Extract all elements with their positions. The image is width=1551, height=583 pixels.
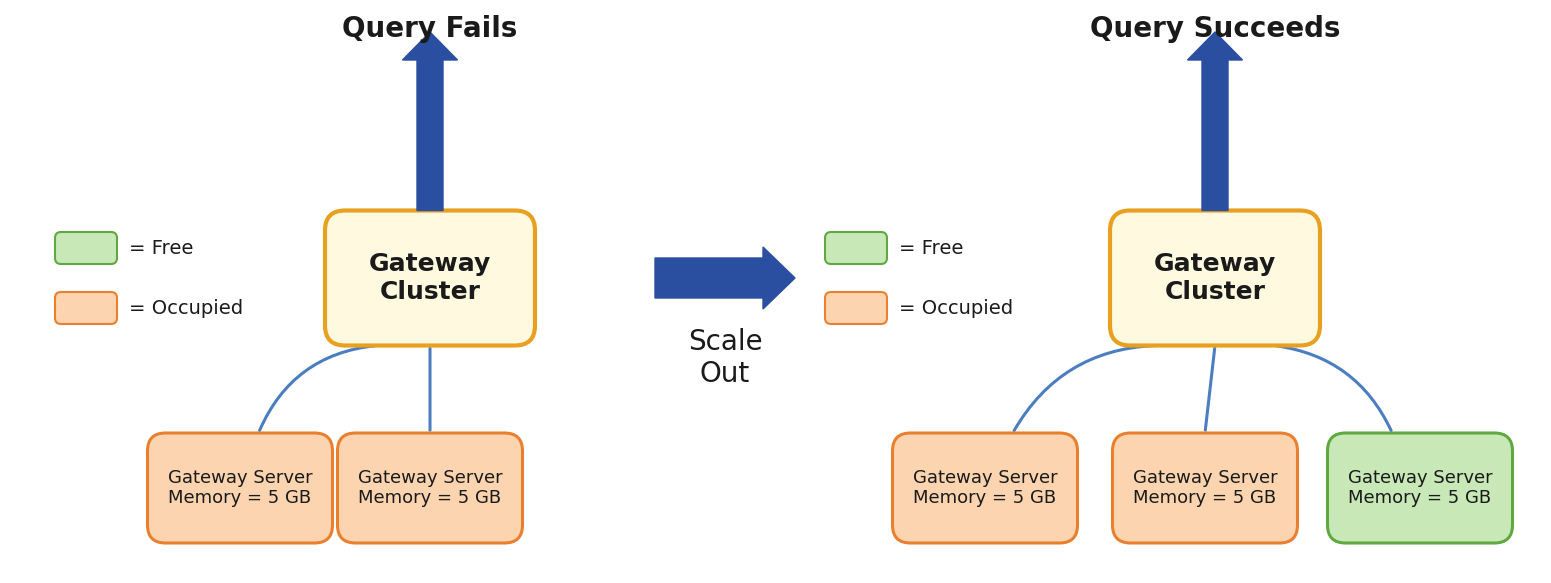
FancyArrow shape bbox=[655, 247, 796, 309]
FancyBboxPatch shape bbox=[825, 292, 887, 324]
Text: Gateway
Cluster: Gateway Cluster bbox=[369, 252, 492, 304]
FancyArrow shape bbox=[403, 32, 458, 210]
Text: = Occupied: = Occupied bbox=[129, 298, 244, 318]
FancyArrow shape bbox=[1188, 32, 1242, 210]
Text: Scale
Out: Scale Out bbox=[687, 328, 762, 388]
FancyBboxPatch shape bbox=[892, 433, 1078, 543]
FancyBboxPatch shape bbox=[326, 210, 535, 346]
FancyBboxPatch shape bbox=[54, 292, 116, 324]
Text: Gateway Server
Memory = 5 GB: Gateway Server Memory = 5 GB bbox=[168, 469, 312, 507]
Text: = Occupied: = Occupied bbox=[900, 298, 1013, 318]
Text: = Free: = Free bbox=[900, 238, 963, 258]
Text: Gateway Server
Memory = 5 GB: Gateway Server Memory = 5 GB bbox=[358, 469, 503, 507]
FancyBboxPatch shape bbox=[825, 232, 887, 264]
FancyBboxPatch shape bbox=[54, 232, 116, 264]
Text: Gateway Server
Memory = 5 GB: Gateway Server Memory = 5 GB bbox=[912, 469, 1058, 507]
Text: = Free: = Free bbox=[129, 238, 194, 258]
Text: Query Fails: Query Fails bbox=[343, 15, 518, 43]
Text: Query Succeeds: Query Succeeds bbox=[1090, 15, 1340, 43]
Text: Gateway Server
Memory = 5 GB: Gateway Server Memory = 5 GB bbox=[1132, 469, 1278, 507]
FancyBboxPatch shape bbox=[1328, 433, 1512, 543]
FancyBboxPatch shape bbox=[1111, 210, 1320, 346]
Text: Gateway
Cluster: Gateway Cluster bbox=[1154, 252, 1276, 304]
FancyBboxPatch shape bbox=[1112, 433, 1298, 543]
Text: Gateway Server
Memory = 5 GB: Gateway Server Memory = 5 GB bbox=[1348, 469, 1492, 507]
FancyBboxPatch shape bbox=[147, 433, 332, 543]
FancyBboxPatch shape bbox=[338, 433, 523, 543]
